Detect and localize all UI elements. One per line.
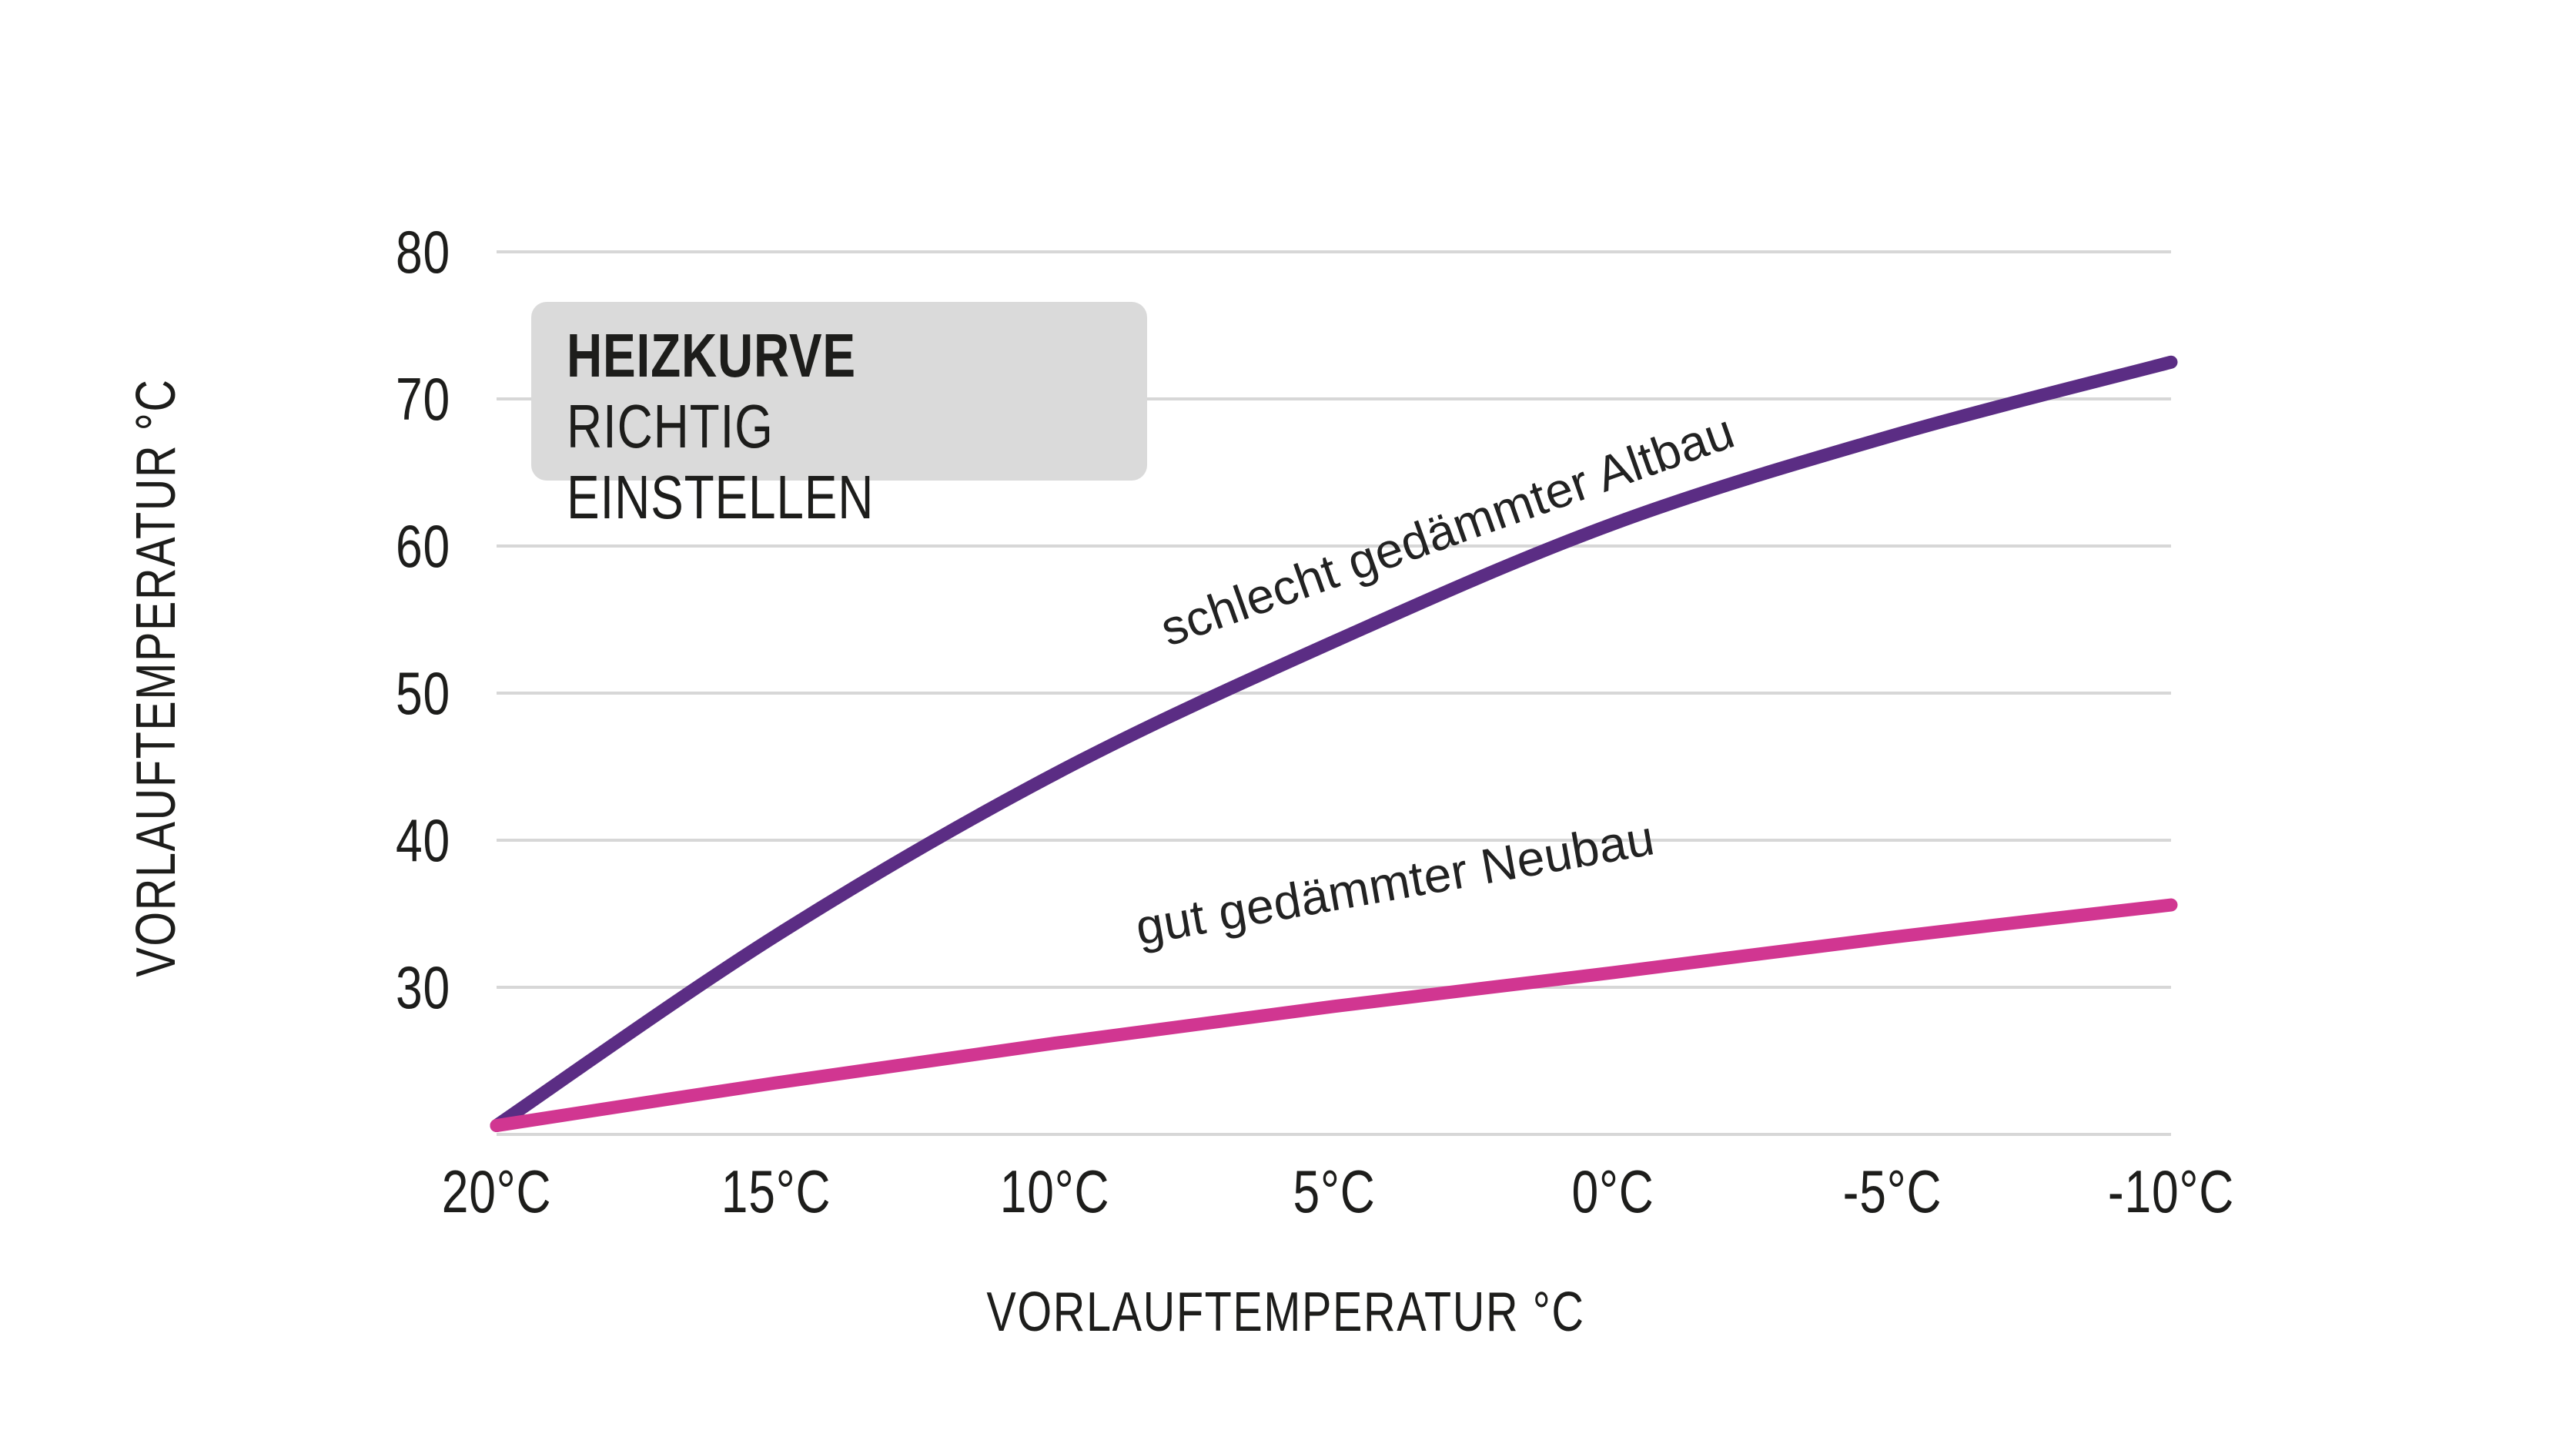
y-tick-label: 40 xyxy=(395,806,450,874)
curves xyxy=(490,355,2178,1133)
y-tick-label: 50 xyxy=(395,659,450,727)
y-tick-label: 80 xyxy=(395,218,450,286)
y-tick-label: 70 xyxy=(395,365,450,433)
chart-title-line1: HEIZKURVE xyxy=(567,321,856,390)
y-tick-label: 30 xyxy=(395,953,450,1021)
x-tick-label: -5°C xyxy=(1842,1158,1942,1225)
altbau-curve xyxy=(490,355,2178,1133)
x-tick-label: 0°C xyxy=(1571,1158,1654,1225)
x-tick-label: 5°C xyxy=(1292,1158,1376,1225)
x-tick-label: -10°C xyxy=(2107,1158,2235,1225)
y-tick-label: 60 xyxy=(395,512,450,580)
chart-title-box: HEIZKURVE RICHTIG EINSTELLEN xyxy=(531,302,1147,531)
x-tick-label: 10°C xyxy=(999,1158,1110,1225)
chart-title-line2: RICHTIG EINSTELLEN xyxy=(567,392,875,531)
x-axis-title: VORLAUFTEMPERATUR °C xyxy=(986,1281,1585,1343)
y-axis-title: VORLAUFTEMPERATUR °C xyxy=(125,378,187,977)
neubau-curve xyxy=(490,898,2178,1133)
x-tick-label: 20°C xyxy=(441,1158,552,1225)
x-tick-label: 15°C xyxy=(721,1158,831,1225)
